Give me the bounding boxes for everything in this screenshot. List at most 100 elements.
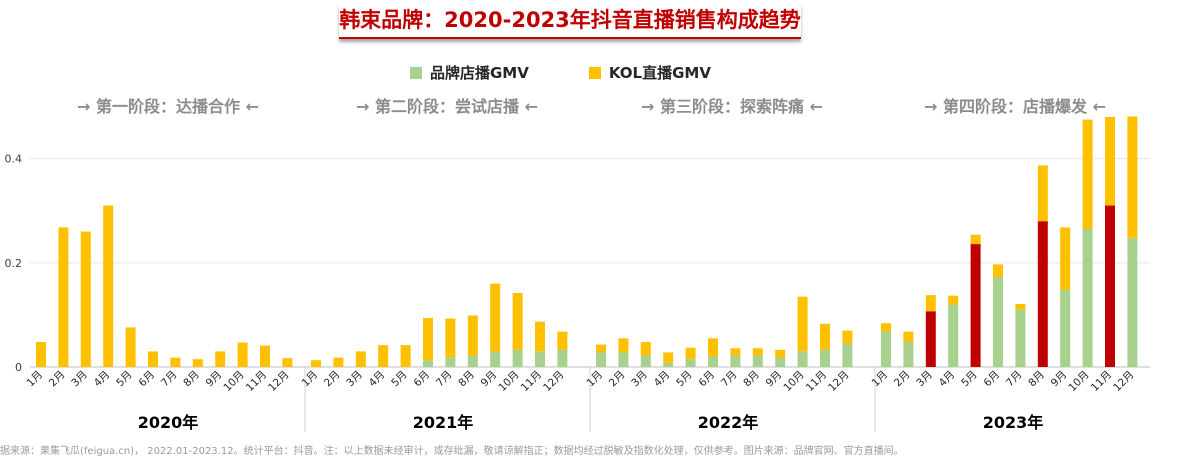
bar-brand-2022年-6月 xyxy=(708,356,718,367)
x-tick-label: 8月 xyxy=(1026,369,1047,390)
year-label-4: 2023年 xyxy=(983,413,1044,432)
bar-kol-2021年-6月 xyxy=(423,318,433,361)
bar-kol-2022年-1月 xyxy=(596,344,606,353)
bar-kol-2021年-3月 xyxy=(355,351,366,367)
bar-kol-2020年-1月 xyxy=(36,342,46,367)
x-tick-label: 3月 xyxy=(69,369,90,390)
bar-kol-2021年-9月 xyxy=(490,283,501,352)
bar-kol-2022年-12月 xyxy=(842,330,853,344)
bar-brand-2022年-7月 xyxy=(730,355,741,367)
bar-kol-2022年-9月 xyxy=(775,349,786,358)
bar-kol-2020年-4月 xyxy=(103,205,114,367)
x-tick-label: 8月 xyxy=(456,369,477,390)
bar-kol-2021年-2月 xyxy=(333,357,344,367)
x-tick-label: 11月 xyxy=(244,369,269,394)
bar-brand-2022年-11月 xyxy=(820,349,830,367)
bar-brand-2023年-8月 xyxy=(1037,221,1048,367)
bar-kol-2023年-10月 xyxy=(1082,119,1093,229)
bar-kol-2022年-2月 xyxy=(618,338,629,353)
x-tick-label: 7月 xyxy=(159,369,180,390)
x-tick-label: 10月 xyxy=(221,369,246,394)
bar-brand-2023年-11月 xyxy=(1105,205,1115,367)
bar-brand-2022年-5月 xyxy=(685,359,696,367)
y-tick-label: 0.2 xyxy=(5,257,23,270)
bar-kol-2021年-8月 xyxy=(467,315,478,356)
bar-kol-2020年-11月 xyxy=(260,345,270,367)
x-tick-label: 6月 xyxy=(411,369,432,390)
x-tick-label: 1月 xyxy=(299,369,320,390)
bar-kol-2023年-9月 xyxy=(1060,227,1071,290)
x-tick-label: 7月 xyxy=(434,369,455,390)
bar-brand-2021年-7月 xyxy=(445,357,456,367)
bar-brand-2021年-8月 xyxy=(467,355,478,367)
year-label-2: 2021年 xyxy=(413,413,474,432)
x-tick-label: 12月 xyxy=(826,369,851,394)
x-tick-label: 1月 xyxy=(869,369,890,390)
chart-legend: 品牌店播GMV KOL直播GMV xyxy=(410,62,711,83)
chart-title: 韩束品牌：2020-2023年抖音直播销售构成趋势 xyxy=(339,4,801,39)
bar-brand-2021年-9月 xyxy=(490,351,501,367)
legend-label-brand: 品牌店播GMV xyxy=(430,64,529,82)
legend-item-kol: KOL直播GMV xyxy=(588,62,711,83)
x-tick-label: 4月 xyxy=(652,369,673,390)
x-tick-label: 5月 xyxy=(959,369,980,390)
stage-label-2: → 第二阶段：尝试店播 ← xyxy=(356,97,538,116)
bar-kol-2021年-1月 xyxy=(311,360,321,367)
bar-kol-2023年-12月 xyxy=(1127,116,1138,238)
y-tick-label: 0.4 xyxy=(5,153,23,166)
x-tick-label: 2月 xyxy=(892,369,913,390)
bar-kol-2022年-7月 xyxy=(730,348,741,356)
bar-brand-2023年-2月 xyxy=(903,342,914,367)
bar-brand-2021年-12月 xyxy=(557,349,568,367)
bar-kol-2021年-11月 xyxy=(535,321,545,352)
bar-brand-2023年-1月 xyxy=(881,331,891,367)
bar-kol-2023年-2月 xyxy=(903,331,914,342)
x-tick-label: 12月 xyxy=(541,369,566,394)
bar-kol-2021年-4月 xyxy=(378,345,389,367)
x-tick-label: 4月 xyxy=(92,369,113,390)
x-tick-label: 6月 xyxy=(136,369,157,390)
bar-brand-2023年-3月 xyxy=(925,311,936,367)
year-label-3: 2022年 xyxy=(698,413,759,432)
bar-kol-2020年-5月 xyxy=(125,327,136,367)
bar-brand-2022年-4月 xyxy=(663,362,674,367)
bar-kol-2021年-5月 xyxy=(400,345,411,367)
bar-kol-2023年-4月 xyxy=(948,295,959,305)
bar-kol-2022年-4月 xyxy=(663,352,674,363)
bar-kol-2020年-2月 xyxy=(58,227,69,367)
x-tick-label: 2月 xyxy=(322,369,343,390)
bar-kol-2020年-10月 xyxy=(237,342,248,367)
x-tick-label: 11月 xyxy=(1089,369,1114,394)
bar-kol-2023年-8月 xyxy=(1037,165,1048,222)
legend-swatch-kol xyxy=(588,66,601,79)
x-tick-label: 2月 xyxy=(47,369,68,390)
x-tick-label: 8月 xyxy=(181,369,202,390)
bar-brand-2022年-2月 xyxy=(618,352,629,367)
bar-kol-2020年-6月 xyxy=(148,351,158,367)
stacked-bar-chart: 0 0.2 0.4 → 第一阶段：达播合作 ← → 第二阶段：尝试店播 ← → 第三阶段：… xyxy=(5,97,1150,432)
bar-brand-2022年-8月 xyxy=(752,355,763,367)
x-tick-label: 11月 xyxy=(519,369,544,394)
bar-kol-2023年-6月 xyxy=(993,264,1003,278)
bar-brand-2022年-3月 xyxy=(640,355,651,367)
bar-kol-2023年-3月 xyxy=(925,295,936,312)
x-tick-label: 5月 xyxy=(389,369,410,390)
bar-brand-2023年-6月 xyxy=(993,277,1003,367)
legend-swatch-brand xyxy=(410,66,422,79)
x-tick-label: 4月 xyxy=(367,369,388,390)
x-tick-label: 10月 xyxy=(781,369,806,394)
x-tick-label: 7月 xyxy=(719,369,740,390)
bar-kol-2022年-11月 xyxy=(820,323,830,350)
bar-kol-2021年-7月 xyxy=(445,318,456,358)
bar-kol-2023年-11月 xyxy=(1105,117,1115,206)
y-tick-label: 0 xyxy=(15,361,22,374)
x-tick-label: 5月 xyxy=(674,369,695,390)
x-tick-label: 3月 xyxy=(629,369,650,390)
x-tick-label: 6月 xyxy=(696,369,717,390)
x-tick-label: 1月 xyxy=(584,369,605,390)
bar-brand-2021年-10月 xyxy=(512,349,523,367)
bar-kol-2020年-9月 xyxy=(215,351,226,367)
legend-label-kol: KOL直播GMV xyxy=(608,64,711,82)
year-label-1: 2020年 xyxy=(138,413,199,432)
bar-kol-2023年-5月 xyxy=(970,234,981,245)
